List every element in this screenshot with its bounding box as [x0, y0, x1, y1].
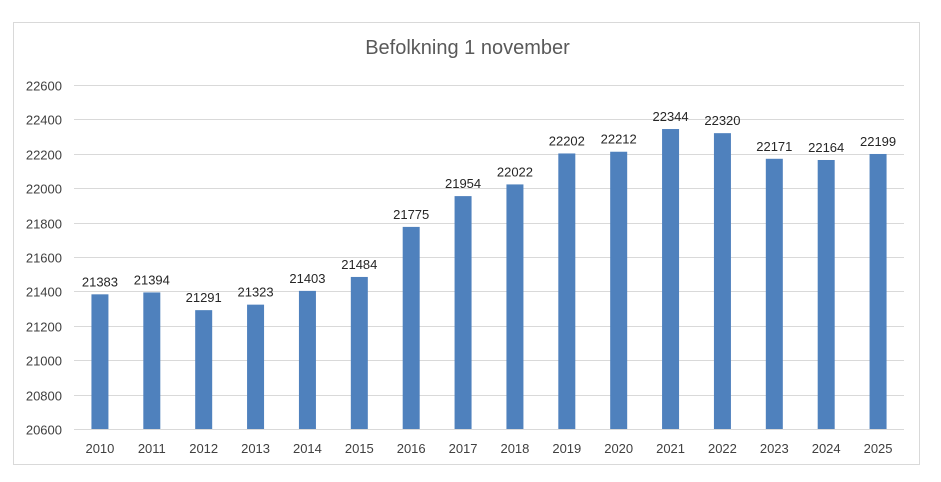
y-tick-label: 21600 [26, 251, 62, 266]
bar-2021 [662, 129, 680, 430]
bar-2014 [298, 290, 316, 429]
data-label: 21484 [341, 257, 377, 272]
x-tick-label: 2020 [604, 441, 633, 456]
y-tick-label: 20800 [26, 389, 62, 404]
x-tick-label: 2018 [500, 441, 529, 456]
x-tick-label: 2017 [449, 441, 478, 456]
data-label: 21775 [393, 207, 429, 222]
y-tick-label: 22400 [26, 113, 62, 128]
y-tick-label: 21000 [26, 354, 62, 369]
x-tick-label: 2016 [397, 441, 426, 456]
bar-2022 [713, 133, 731, 429]
data-label: 21383 [82, 274, 118, 289]
bar-2019 [558, 153, 576, 429]
x-tick-label: 2019 [552, 441, 581, 456]
data-label: 22212 [601, 132, 637, 147]
y-tick-label: 22600 [26, 79, 62, 94]
x-tick-label: 2024 [812, 441, 841, 456]
y-tick-label: 22200 [26, 148, 62, 163]
data-label: 22022 [497, 164, 533, 179]
bar-2025 [869, 153, 887, 430]
bar-2012 [195, 310, 213, 429]
data-label: 22202 [549, 133, 585, 148]
bar-2011 [143, 292, 161, 429]
y-tick-label: 21400 [26, 285, 62, 300]
data-label: 21403 [289, 271, 325, 286]
y-tick-label: 21200 [26, 320, 62, 335]
y-axis-tick-labels: 20600 20800 21000 21200 21400 21600 21800 22000… [26, 79, 62, 438]
bar-2018 [506, 184, 524, 429]
data-label: 21323 [237, 285, 273, 300]
data-label: 22320 [704, 113, 740, 128]
bar-2016 [402, 226, 420, 429]
bars [91, 129, 887, 430]
data-label: 21291 [186, 290, 222, 305]
bar-2015 [350, 276, 368, 429]
bar-2010 [91, 294, 109, 429]
x-tick-label: 2010 [85, 441, 114, 456]
chart-title: Befolkning 1 november [365, 37, 570, 59]
x-axis-tick-labels: 2010 2011 2012 2013 2014 2015 2016 2017 2018 2019… [85, 441, 892, 456]
x-tick-label: 2014 [293, 441, 322, 456]
x-tick-label: 2021 [656, 441, 685, 456]
data-label: 22164 [808, 140, 844, 155]
data-label: 21394 [134, 272, 170, 287]
data-labels: 21383 21394 21291 21323 21403 21484 21775 21954… [82, 109, 896, 305]
x-tick-label: 2012 [189, 441, 218, 456]
bar-2024 [817, 159, 835, 429]
y-tick-label: 22000 [26, 182, 62, 197]
x-tick-label: 2013 [241, 441, 270, 456]
y-tick-label: 20600 [26, 423, 62, 438]
x-tick-label: 2011 [138, 441, 166, 456]
x-tick-label: 2025 [864, 441, 893, 456]
x-tick-label: 2023 [760, 441, 789, 456]
data-label: 22171 [756, 139, 792, 154]
data-label: 22344 [652, 109, 688, 124]
data-label: 22199 [860, 134, 896, 149]
y-tick-label: 21800 [26, 217, 62, 232]
gridlines [74, 85, 904, 430]
bar-2023 [765, 158, 783, 429]
x-tick-label: 2015 [345, 441, 374, 456]
bar-2020 [610, 151, 628, 429]
x-tick-label: 2022 [708, 441, 737, 456]
bar-2017 [454, 196, 472, 429]
bar-2013 [247, 304, 265, 429]
data-label: 21954 [445, 176, 481, 191]
